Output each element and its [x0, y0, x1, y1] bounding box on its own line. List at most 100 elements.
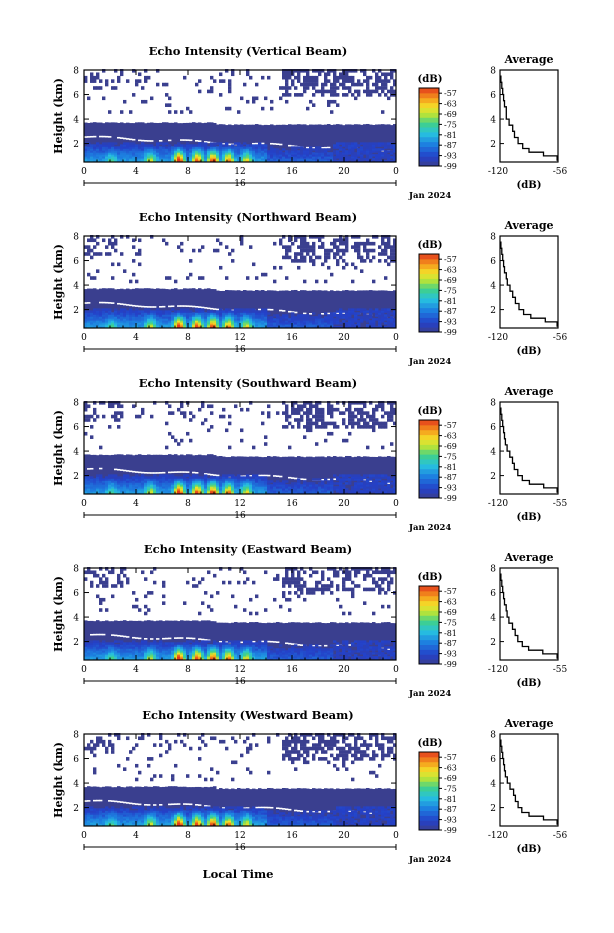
heatmap-cell	[189, 476, 192, 478]
heatmap-cell	[312, 591, 315, 595]
colorbar-unit: (dB)	[418, 406, 443, 417]
heatmap-cell	[282, 245, 285, 249]
heatmap-cell	[279, 476, 282, 478]
heatmap-cell	[372, 249, 375, 253]
heatmap-cell	[123, 574, 126, 578]
heatmap-cell	[207, 404, 210, 408]
heatmap-cell	[186, 432, 189, 436]
heatmap-cell	[354, 152, 357, 154]
heatmap-cell	[186, 139, 189, 141]
heatmap-cell	[228, 86, 231, 90]
y-tick-label: 8	[73, 233, 79, 243]
heatmap-cell	[240, 408, 243, 412]
heatmap-cell	[132, 259, 135, 263]
heatmap-cell	[303, 435, 306, 439]
heatmap-cell	[276, 143, 279, 145]
colorbar-segment	[419, 142, 439, 147]
heatmap-cell	[300, 588, 303, 592]
heatmap-cell	[87, 415, 90, 419]
heatmap-cell	[327, 147, 330, 149]
heatmap-cell	[216, 309, 219, 311]
heatmap-cell	[96, 86, 99, 90]
heatmap-cell	[291, 312, 294, 314]
heatmap-cell	[357, 90, 360, 94]
heatmap-cell	[378, 93, 381, 97]
heatmap-cell	[291, 643, 294, 645]
heatmap-cell	[117, 574, 120, 578]
heatmap-cell	[96, 269, 99, 273]
heatmap-cell	[210, 404, 213, 408]
heatmap-cell	[129, 471, 132, 473]
heatmap-cell	[105, 252, 108, 256]
heatmap-cell	[339, 76, 342, 80]
heatmap-cell	[222, 144, 225, 146]
heatmap-cell	[195, 308, 198, 310]
heatmap-cell	[282, 480, 285, 482]
heatmap-cell	[327, 577, 330, 581]
heatmap-cell	[246, 308, 249, 310]
heatmap-cell	[285, 256, 288, 260]
panel-1: Echo Intensity (Northward Beam)2468Heigh…	[52, 210, 568, 367]
profile-y-tick-label: 8	[490, 399, 496, 409]
colorbar-segment	[419, 147, 439, 152]
heatmap-cell	[99, 252, 102, 256]
heatmap-cell	[300, 484, 303, 486]
heatmap-cell	[195, 474, 198, 476]
heatmap-cell	[312, 79, 315, 83]
heatmap-cell	[123, 642, 126, 644]
heatmap-cell	[288, 422, 291, 426]
heatmap-cell	[357, 93, 360, 97]
heatmap-cell	[288, 484, 291, 486]
heatmap-cell	[162, 83, 165, 87]
heatmap-cell	[282, 314, 285, 316]
heatmap-cell	[312, 103, 315, 107]
heatmap-cell	[282, 86, 285, 90]
heatmap-cell	[303, 479, 306, 481]
heatmap-cell	[90, 570, 93, 574]
heatmap-cell	[99, 302, 102, 304]
colorbar-segment	[419, 317, 439, 322]
heatmap-cell	[354, 415, 357, 419]
heatmap-cell	[207, 478, 210, 480]
heatmap-cell	[384, 314, 387, 316]
x-tick-label: 16	[286, 333, 298, 343]
heatmap-cell	[147, 591, 150, 595]
colorbar-tick-label: -81	[444, 297, 457, 306]
heatmap-cell	[363, 474, 366, 476]
heatmap-cell	[117, 644, 120, 646]
heatmap-cell	[87, 570, 90, 574]
heatmap-cell	[369, 474, 372, 476]
heatmap-cell	[321, 418, 324, 422]
heatmap-cell	[357, 144, 360, 146]
profile-y-tick-label: 4	[490, 282, 496, 292]
heatmap-cell	[129, 139, 132, 141]
heatmap-cell	[339, 83, 342, 87]
heatmap-cell	[279, 238, 282, 242]
heatmap-cell	[195, 140, 198, 142]
heatmap-cell	[312, 570, 315, 574]
heatmap-cell	[234, 605, 237, 609]
heatmap-cell	[345, 249, 348, 253]
heatmap-cell	[366, 411, 369, 415]
heatmap-cell	[342, 411, 345, 415]
heatmap-cell	[138, 476, 141, 478]
heatmap-cell	[288, 311, 291, 313]
heatmap-cell	[333, 100, 336, 104]
heatmap-cell	[363, 79, 366, 83]
heatmap-cell	[120, 570, 123, 574]
heatmap-cell	[375, 318, 378, 320]
heatmap-cell	[321, 313, 324, 315]
heatmap-cell	[330, 581, 333, 585]
heatmap-cell	[285, 314, 288, 316]
heatmap-cell	[168, 103, 171, 107]
heatmap-cell	[351, 594, 354, 598]
heatmap-cell	[381, 252, 384, 256]
heatmap-cell	[351, 318, 354, 320]
heatmap-cell	[132, 245, 135, 249]
heatmap-cell	[390, 252, 393, 256]
heatmap-cell	[318, 245, 321, 249]
heatmap-cell	[285, 418, 288, 422]
heatmap-cell	[90, 256, 93, 260]
heatmap-cell	[384, 591, 387, 595]
heatmap-cell	[252, 143, 255, 145]
